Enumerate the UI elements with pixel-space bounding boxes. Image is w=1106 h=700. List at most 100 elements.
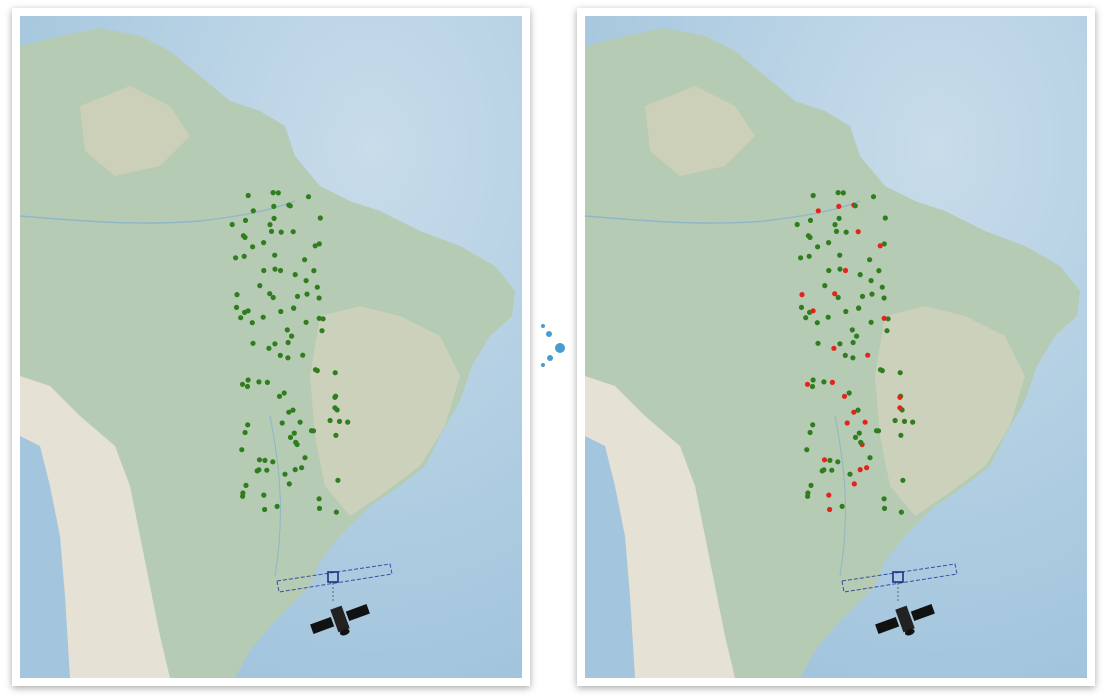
data-point	[798, 255, 804, 261]
data-point	[847, 471, 853, 477]
data-point	[833, 228, 840, 234]
data-point	[805, 233, 811, 239]
data-point	[285, 339, 291, 346]
data-point	[312, 243, 318, 249]
data-point-flagged	[804, 381, 811, 387]
satellite-icon	[276, 563, 393, 636]
data-point-flagged	[832, 291, 838, 297]
data-point	[336, 418, 343, 424]
south-america-map	[585, 16, 1087, 678]
data-point	[317, 215, 323, 221]
data-point	[262, 506, 268, 513]
data-point	[859, 293, 866, 299]
map-panel-before	[12, 8, 530, 686]
data-point	[875, 428, 882, 434]
data-point	[245, 308, 251, 314]
data-point	[819, 468, 825, 474]
data-point	[287, 203, 293, 209]
data-point	[292, 272, 298, 278]
data-point	[856, 305, 862, 311]
data-point	[852, 203, 858, 209]
data-point	[286, 481, 292, 487]
ellipsis-arrow-icon	[541, 324, 565, 367]
data-point	[245, 377, 251, 383]
data-point-flagged	[842, 267, 849, 274]
data-point	[297, 419, 303, 425]
data-point	[810, 192, 816, 199]
data-point	[310, 428, 317, 434]
data-point	[272, 266, 278, 272]
data-point	[290, 229, 296, 235]
data-point	[856, 430, 862, 436]
amazon-river	[585, 200, 861, 224]
data-point-flagged	[810, 308, 816, 314]
data-point	[814, 320, 820, 326]
brazilian-highlands	[875, 306, 1025, 516]
data-point	[286, 409, 292, 415]
data-point-flagged	[865, 352, 871, 358]
data-point	[815, 340, 821, 346]
data-point	[291, 430, 297, 436]
continent-land	[20, 28, 515, 678]
data-point	[249, 320, 255, 326]
data-point	[277, 267, 284, 274]
data-point	[277, 352, 283, 358]
data-point	[821, 379, 827, 385]
data-point	[839, 503, 845, 509]
data-point	[827, 457, 833, 463]
data-point-flagged	[877, 243, 883, 249]
data-point	[884, 328, 890, 334]
guiana-highlands	[80, 86, 190, 176]
data-point	[794, 221, 800, 228]
data-point	[303, 278, 309, 284]
data-point	[901, 418, 908, 424]
data-point	[870, 194, 877, 200]
data-point	[892, 417, 898, 424]
data-point-flagged	[851, 481, 857, 487]
data-point	[898, 432, 904, 438]
data-point	[885, 316, 891, 322]
data-point	[304, 291, 310, 297]
data-point	[857, 272, 863, 278]
data-point	[810, 422, 816, 428]
data-point-flagged	[841, 393, 848, 399]
data-point	[335, 477, 341, 483]
data-point	[345, 419, 351, 425]
data-point	[881, 496, 887, 502]
data-point	[305, 194, 312, 200]
data-point	[238, 315, 244, 321]
data-point	[333, 509, 339, 515]
amazon-river	[20, 200, 296, 224]
data-point	[279, 420, 285, 426]
data-point	[229, 221, 235, 228]
data-point	[837, 252, 843, 258]
data-point	[270, 294, 276, 301]
data-point	[808, 482, 814, 488]
data-points	[794, 190, 916, 515]
data-point	[234, 292, 240, 298]
data-point	[316, 295, 322, 301]
data-point	[303, 319, 309, 325]
data-point	[832, 222, 838, 228]
data-point	[316, 505, 323, 511]
data-point	[867, 455, 873, 461]
data-point-flagged	[799, 292, 805, 298]
data-point	[850, 355, 856, 361]
data-point	[876, 268, 882, 274]
data-point	[267, 222, 273, 228]
data-point	[245, 192, 251, 199]
data-point	[268, 228, 275, 234]
data-point	[281, 390, 287, 396]
data-point	[900, 477, 906, 483]
data-point	[320, 316, 326, 322]
pacific-ocean	[585, 436, 635, 678]
data-point	[290, 407, 296, 413]
data-point	[271, 203, 277, 209]
south-america-map	[20, 16, 522, 678]
data-point	[319, 328, 325, 334]
data-point-flagged	[836, 203, 842, 209]
data-point	[245, 422, 251, 428]
data-point	[835, 459, 841, 465]
data-point	[852, 434, 859, 440]
data-point	[250, 244, 256, 250]
